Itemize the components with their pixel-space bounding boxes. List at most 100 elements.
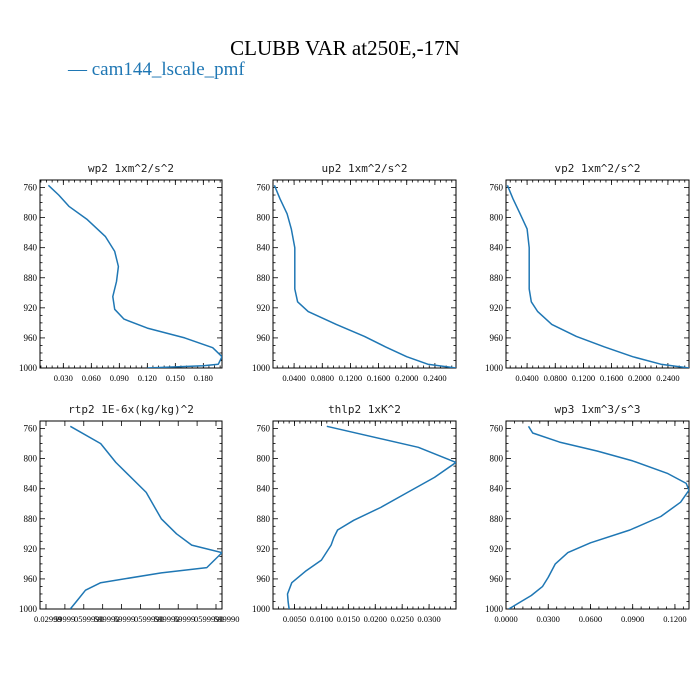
plot-frame <box>505 179 690 369</box>
y-tick-label: 840 <box>257 243 271 253</box>
y-tick-label: 920 <box>24 303 38 313</box>
y-tick-label: 800 <box>490 213 504 223</box>
x-tick-label: 0.2000 <box>628 373 651 383</box>
panel-title: up2 1xm^2/s^2 <box>321 162 407 175</box>
x-tick-label: 0.0100 <box>310 614 333 624</box>
y-tick-label: 960 <box>257 574 271 584</box>
panel-3: vp2 1xm^2/s^2 760 800 840 880 920 960 1000 0.040… <box>485 162 690 383</box>
y-tick-label: 1000 <box>19 363 38 373</box>
y-tick-label: 1000 <box>252 363 271 373</box>
panel-title: vp2 1xm^2/s^2 <box>554 162 640 175</box>
y-tick-label: 1000 <box>485 363 504 373</box>
x-tick-label: 0599990 <box>134 614 164 624</box>
panel-2: up2 1xm^2/s^2 760 800 840 880 920 960 1000 0.040… <box>252 162 457 383</box>
y-tick-label: 1000 <box>19 604 38 614</box>
x-tick-label: 0.2400 <box>423 373 446 383</box>
x-tick-label: 0.0600 <box>579 614 602 624</box>
panel-title: wp3 1xm^3/s^3 <box>554 403 640 416</box>
y-tick-label: 960 <box>257 333 271 343</box>
x-tick-label: 0.0900 <box>621 614 644 624</box>
y-tick-label: 880 <box>257 273 271 283</box>
panel-1: wp2 1xm^2/s^2 760 800 840 880 920 960 1000 0.030… <box>19 162 223 383</box>
series-line <box>286 425 456 609</box>
y-tick-label: 920 <box>257 303 271 313</box>
x-tick-label: 59999 <box>54 614 75 624</box>
y-tick-label: 760 <box>490 183 504 193</box>
y-tick-label: 840 <box>490 484 504 494</box>
plot-frame <box>39 420 223 610</box>
series-line <box>47 184 222 368</box>
x-tick-label: 0.0200 <box>364 614 387 624</box>
x-tick-label: 0.0000 <box>494 614 517 624</box>
y-tick-label: 920 <box>257 544 271 554</box>
legend-entry: — cam144_lscale_pmf <box>67 59 245 80</box>
y-tick-label: 1000 <box>485 604 504 614</box>
x-tick-label: 0.120 <box>138 373 157 383</box>
y-tick-label: 880 <box>24 514 38 524</box>
y-tick-label: 760 <box>257 424 271 434</box>
x-tick-label: 59999 <box>114 614 135 624</box>
x-tick-label: 0.2000 <box>395 373 418 383</box>
x-tick-label: 59999 <box>174 614 195 624</box>
y-tick-label: 880 <box>490 514 504 524</box>
x-tick-label: 0.150 <box>166 373 185 383</box>
x-tick-label: 0.2400 <box>656 373 679 383</box>
x-tick-label: 0599990 <box>194 614 224 624</box>
x-tick-label: 0.1200 <box>663 614 686 624</box>
y-tick-label: 800 <box>24 454 38 464</box>
y-tick-label: 840 <box>257 484 271 494</box>
panel-title: thlp2 1xK^2 <box>328 403 401 416</box>
y-tick-label: 800 <box>24 213 38 223</box>
x-tick-label: 0.0400 <box>282 373 305 383</box>
series-line <box>506 185 689 368</box>
series-line <box>69 425 222 609</box>
x-tick-label: 0.060 <box>82 373 101 383</box>
x-tick-label: 599990 <box>214 614 240 624</box>
y-tick-label: 920 <box>490 544 504 554</box>
x-tick-label: 0.0300 <box>417 614 440 624</box>
panel-6: wp3 1xm^3/s^3 760 800 840 880 920 960 10000.000… <box>485 403 690 624</box>
y-tick-label: 920 <box>24 544 38 554</box>
x-tick-label: 0.0250 <box>390 614 413 624</box>
x-tick-label: 0.030 <box>54 373 73 383</box>
x-tick-label: 0599990 <box>74 614 104 624</box>
y-tick-label: 960 <box>490 333 504 343</box>
y-tick-label: 760 <box>490 424 504 434</box>
x-tick-label: 0.0400 <box>515 373 538 383</box>
y-tick-label: 800 <box>257 213 271 223</box>
y-tick-label: 760 <box>24 424 38 434</box>
panels: wp2 1xm^2/s^2 760 800 840 880 920 960 1000 0.030… <box>19 162 690 624</box>
y-tick-label: 800 <box>490 454 504 464</box>
panel-5: thlp2 1xK^2 760 800 840 880 920 960 1000 0.0050 0… <box>252 403 457 624</box>
y-tick-label: 960 <box>490 574 504 584</box>
y-tick-label: 840 <box>490 243 504 253</box>
x-tick-label: 0.1600 <box>367 373 390 383</box>
x-tick-label: 599990 <box>94 614 120 624</box>
plot-frame <box>272 179 457 369</box>
y-tick-label: 840 <box>24 243 38 253</box>
x-tick-label: 0.0800 <box>544 373 567 383</box>
series-line <box>273 185 456 368</box>
x-tick-label: 0.180 <box>194 373 213 383</box>
y-tick-label: 840 <box>24 484 38 494</box>
x-tick-label: 0.0800 <box>311 373 334 383</box>
x-tick-label: 0.0050 <box>283 614 306 624</box>
plot-frame <box>39 179 223 369</box>
y-tick-label: 920 <box>490 303 504 313</box>
x-tick-label: 0.1600 <box>600 373 623 383</box>
y-tick-label: 880 <box>490 273 504 283</box>
x-tick-label: 0.0150 <box>337 614 360 624</box>
y-tick-label: 880 <box>257 514 271 524</box>
series-line <box>508 425 689 609</box>
y-tick-label: 760 <box>24 183 38 193</box>
figure-title: CLUBB VAR at250E,-17N <box>230 36 460 60</box>
x-tick-label: 0.1200 <box>339 373 362 383</box>
plot-frame <box>505 420 690 610</box>
x-tick-label: 0.090 <box>110 373 129 383</box>
y-tick-label: 880 <box>24 273 38 283</box>
y-tick-label: 760 <box>257 183 271 193</box>
x-tick-label: 599990 <box>154 614 180 624</box>
panel-title: wp2 1xm^2/s^2 <box>88 162 174 175</box>
x-tick-label: 0.02999 <box>34 614 62 624</box>
